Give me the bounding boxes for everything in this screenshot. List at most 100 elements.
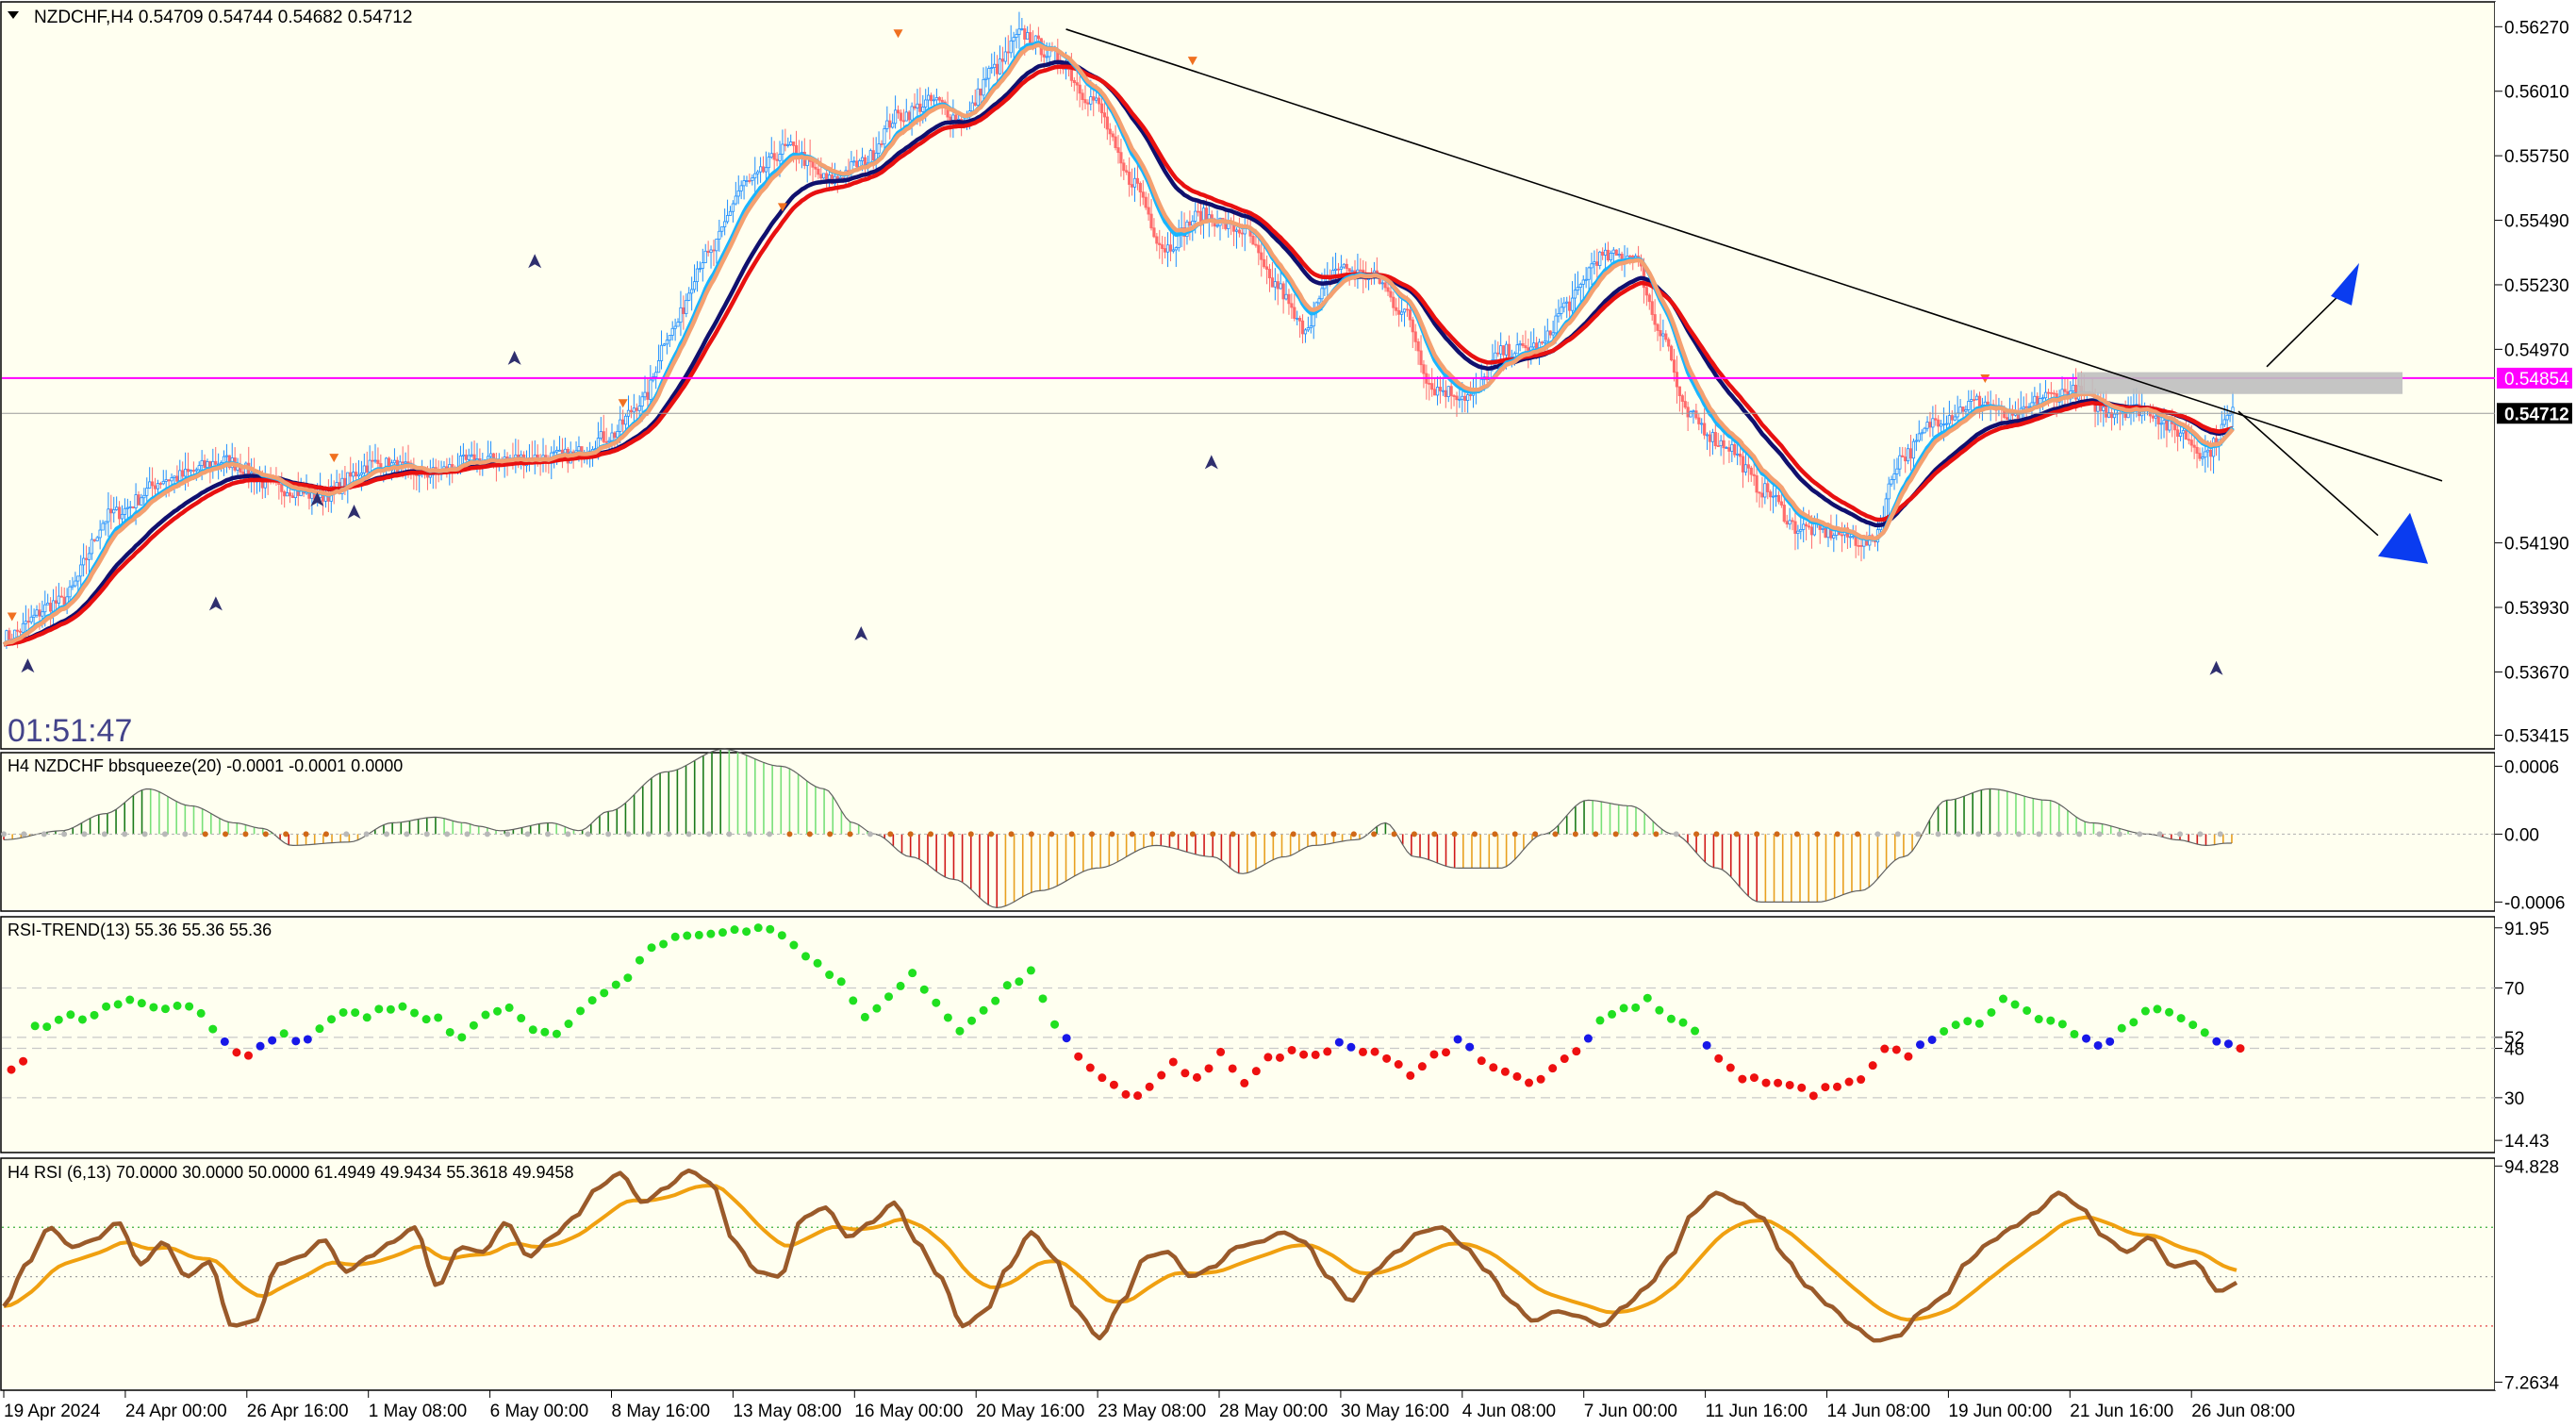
squeeze-dot [1451,831,1458,838]
rsi-trend-dot [268,1036,277,1045]
rsi-trend-dot [1678,1018,1688,1027]
candle-body [715,239,718,252]
rsi-trend-dot [1749,1073,1759,1083]
time-tick-label: 19 Jun 00:00 [1948,1402,2052,1421]
candle-body [1710,432,1714,442]
squeeze-dot [1975,831,1982,838]
candle-body [470,454,473,456]
candle-body [2181,430,2186,434]
candle-body [1130,184,1134,188]
candle-body [2151,415,2155,419]
candle-body [1840,534,1844,537]
candle-body [2206,449,2210,453]
candle-body [32,614,36,618]
candle-body [982,78,985,96]
candle-body [1128,172,1131,185]
candle-body [1832,535,1836,539]
candle-body [1411,319,1414,333]
candle-body [1419,350,1423,366]
rsi-trend-dot [1453,1035,1462,1044]
candle-body [1438,387,1443,391]
squeeze-dot [1894,831,1901,838]
candle-body [175,475,179,482]
candle-body [1606,249,1610,261]
price-tick-label: 0.55750 [2504,147,2569,167]
rsi-trend-dot [1880,1044,1890,1054]
candle-body [1265,266,1269,270]
candle-body [1741,456,1745,473]
rsi-tick-label: 7.2634 [2504,1373,2560,1393]
rsi-trend-dot [1015,977,1024,987]
rsi-fast-line [2,1168,2238,1343]
rsi-trend-title: RSI-TREND(13) 55.36 55.36 55.36 [8,921,272,939]
bullish-projection-line [2266,291,2343,368]
rsi-trend-dot [303,1035,312,1044]
rsi-trend-dot [766,924,775,934]
dropdown-triangle-icon[interactable] [8,11,19,19]
drawn-objects[interactable] [2,28,2495,564]
squeeze-dot [1935,831,1941,838]
squeeze-dot [1693,831,1700,838]
rsi-trend-dot [1002,981,1012,990]
candle-body [1521,342,1525,346]
candle-body [1298,317,1302,322]
time-tick-label: 20 May 16:00 [976,1402,1084,1421]
candle-body [772,153,776,160]
candle-body [1920,432,1924,435]
candle-body [1504,343,1509,356]
candle-body [1240,232,1244,235]
candle-body [723,221,727,227]
rsi-trend-dot [374,1004,384,1014]
squeeze-dot [1270,831,1277,838]
candle-body [145,488,149,496]
candle-body [2102,407,2105,411]
rsi-trend-dot [1904,1052,1913,1061]
candle-body [662,343,667,346]
candle-body [1078,84,1082,94]
rsi-trend-dot [1595,1016,1605,1025]
rsi-trend-dot [528,1025,537,1035]
candle-body [140,497,143,506]
candle-body [1725,447,1728,449]
squeeze-dot [1068,831,1075,838]
rsi-trend-dot [2165,1007,2174,1017]
candle-body [57,595,60,604]
squeeze-dot [504,831,511,838]
candle-body [1677,386,1681,396]
candle-body [1584,278,1588,281]
candle-body [181,470,185,477]
buy-signal-arrow-icon [310,491,324,506]
bullish-target-arrow-icon [2331,262,2359,306]
candle-body [1931,418,1935,428]
candle-body [929,94,933,102]
squeeze-dot [767,831,773,838]
squeeze-dot [1,831,7,838]
rsi-trend-dots [2,923,2495,1101]
buy-signal-arrow-icon [347,505,361,520]
squeeze-dot [1109,831,1115,838]
squeeze-dot [2137,831,2143,838]
rsi-trend-dot [386,1004,395,1014]
candle-body [687,292,691,301]
candle-body [1937,419,1940,427]
candle-body [2178,432,2183,437]
candle-body [1686,407,1690,418]
rsi-trend-dot [19,1056,28,1066]
candle-body [1796,530,1800,534]
candle-body [894,109,898,124]
rsi-trend-dot [1702,1040,1711,1050]
candle-body [1257,244,1261,254]
rsi-trend-dot [836,977,846,987]
candle-body [1736,453,1740,456]
rsi-trend-dot [2117,1023,2126,1033]
time-tick-label: 26 Apr 16:00 [247,1402,349,1421]
candle-body [1540,341,1544,344]
candle-body [49,603,53,612]
candle-body [629,409,634,413]
candle-body [1395,307,1398,311]
sell-signal-arrow-icon [618,399,628,408]
rsi-trend-dot [706,929,716,938]
candle-body [1122,162,1126,172]
